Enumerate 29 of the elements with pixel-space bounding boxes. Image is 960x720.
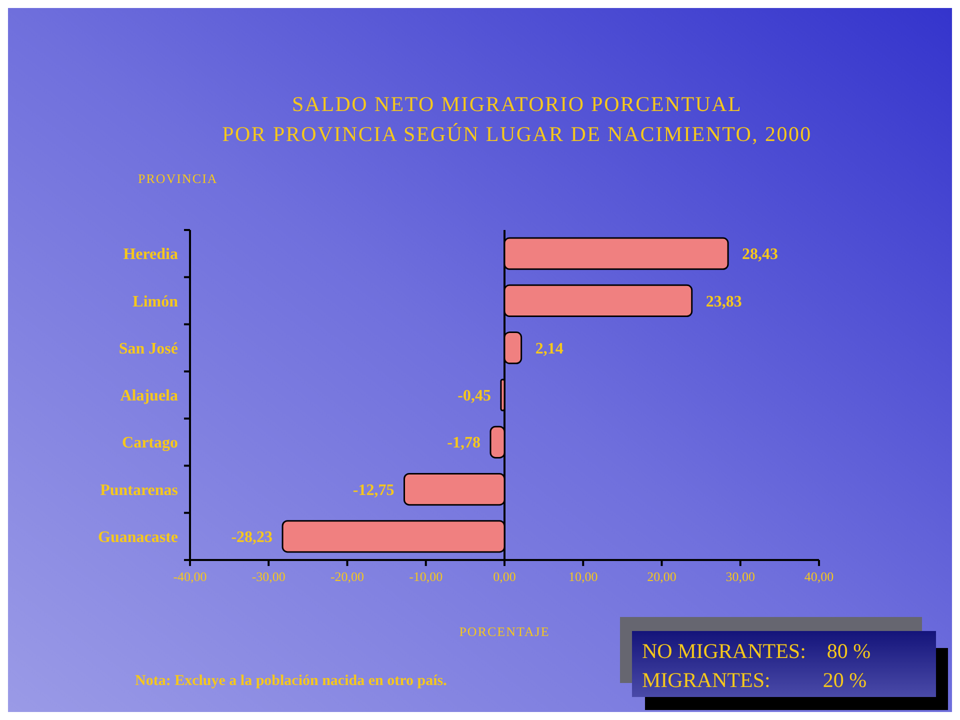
x-tick-label: 20,00 [647, 569, 676, 584]
x-tick-label: 0,00 [493, 569, 516, 584]
x-tick-label: 40,00 [804, 569, 834, 584]
y-axis-title: PROVINCIA [138, 171, 218, 186]
y-tick-label: Limón [132, 293, 178, 310]
y-tick-label: San José [118, 340, 178, 358]
x-axis-title: PORCENTAJE [459, 624, 550, 639]
data-label: -28,23 [231, 529, 273, 546]
data-label: 23,83 [706, 293, 742, 310]
x-tick-label: -20,00 [330, 569, 364, 584]
y-tick-label: Cartago [122, 434, 178, 452]
text: NO MIGRANTES: 80 % [642, 639, 871, 663]
data-label: -12,75 [352, 482, 394, 499]
y-tick-label: Heredia [123, 246, 178, 264]
data-label: 2,14 [535, 340, 564, 358]
x-tick-label: -10,00 [409, 569, 443, 584]
text: MIGRANTES: 20 % [642, 668, 867, 692]
data-label: -0,45 [458, 388, 491, 405]
y-tick-label: Puntarenas [100, 482, 178, 499]
data-label: -1,78 [447, 434, 481, 452]
text: Nota: Excluye a la población nacida en otro país. [135, 673, 448, 689]
y-tick-label: Guanacaste [98, 529, 178, 546]
y-tick-label: Alajuela [120, 388, 178, 405]
data-label: 28,43 [742, 246, 778, 264]
x-tick-label: 30,00 [726, 569, 755, 584]
x-tick-label: 10,00 [568, 569, 598, 584]
chart-title: SALDO NETO MIGRATORIO PORCENTUAL POR PROVINCIA SEGÚN LUGAR DE NACIMIENTO, 2000 [222, 92, 812, 146]
x-tick-label: -40,00 [173, 569, 207, 584]
x-tick-label: -30,00 [252, 569, 286, 584]
